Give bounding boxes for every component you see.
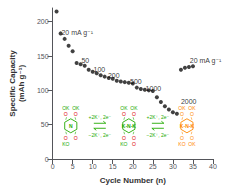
svg-text:25: 25 xyxy=(149,163,157,170)
svg-text:O: O xyxy=(180,111,184,117)
svg-text:O: O xyxy=(190,134,194,141)
svg-text:OK: OK xyxy=(178,105,186,111)
svg-text:20 mA g⁻¹: 20 mA g⁻¹ xyxy=(61,29,93,37)
svg-text:O: O xyxy=(132,111,136,117)
svg-text:−2K⁺, 2e⁻: −2K⁺, 2e⁻ xyxy=(88,132,111,138)
svg-text:0: 0 xyxy=(51,163,55,170)
svg-text:O: O xyxy=(180,134,184,141)
svg-text:30: 30 xyxy=(169,163,177,170)
svg-text:O: O xyxy=(122,111,126,117)
svg-text:(mAh g⁻¹): (mAh g⁻¹) xyxy=(17,65,26,102)
svg-text:200: 200 xyxy=(108,72,120,79)
svg-text:O: O xyxy=(74,111,78,117)
svg-text:O: O xyxy=(131,134,136,141)
svg-text:35: 35 xyxy=(189,163,197,170)
svg-text:20 mA g⁻¹: 20 mA g⁻¹ xyxy=(190,57,222,65)
svg-text:1000: 1000 xyxy=(146,85,162,92)
svg-text:+2K⁺, 2e⁻: +2K⁺, 2e⁻ xyxy=(88,114,111,120)
svg-text:KO: KO xyxy=(178,141,185,147)
svg-text:20: 20 xyxy=(129,163,137,170)
svg-text:OK: OK xyxy=(120,105,128,111)
svg-text:O: O xyxy=(74,135,78,141)
svg-text:O: O xyxy=(121,134,126,141)
svg-text:2000: 2000 xyxy=(181,98,197,105)
svg-text:500: 500 xyxy=(130,78,142,85)
svg-text:50: 50 xyxy=(41,121,49,128)
svg-text:40: 40 xyxy=(209,163,217,170)
svg-text:50: 50 xyxy=(81,57,89,64)
svg-text:200: 200 xyxy=(37,18,49,25)
svg-text:Specific Capacity: Specific Capacity xyxy=(8,50,17,117)
svg-text:+2K⁺, 2e⁻: +2K⁺, 2e⁻ xyxy=(147,114,170,120)
svg-text:K-N-K: K-N-K xyxy=(180,123,195,129)
svg-text:0: 0 xyxy=(45,156,49,163)
svg-text:5: 5 xyxy=(71,163,75,170)
svg-text:Cycle Number (n): Cycle Number (n) xyxy=(100,176,167,185)
svg-text:K-N-K: K-N-K xyxy=(122,123,137,129)
svg-text:100: 100 xyxy=(37,87,49,94)
svg-text:O: O xyxy=(190,111,194,117)
svg-text:N: N xyxy=(69,123,73,129)
svg-text:O: O xyxy=(132,141,136,147)
svg-text:KO: KO xyxy=(120,141,127,147)
svg-text:−2K⁺, 2e⁻: −2K⁺, 2e⁻ xyxy=(147,132,170,138)
svg-text:O: O xyxy=(64,111,68,117)
svg-text:100: 100 xyxy=(93,66,105,73)
svg-text:OK: OK xyxy=(130,105,138,111)
svg-text:10: 10 xyxy=(89,163,97,170)
svg-text:KO: KO xyxy=(62,141,69,147)
svg-text:15: 15 xyxy=(109,163,117,170)
svg-text:OK: OK xyxy=(188,141,196,147)
svg-text:O: O xyxy=(63,134,68,141)
svg-text:OK: OK xyxy=(188,105,196,111)
svg-text:150: 150 xyxy=(37,53,49,60)
svg-text:OK: OK xyxy=(72,105,80,111)
svg-text:OK: OK xyxy=(62,105,70,111)
